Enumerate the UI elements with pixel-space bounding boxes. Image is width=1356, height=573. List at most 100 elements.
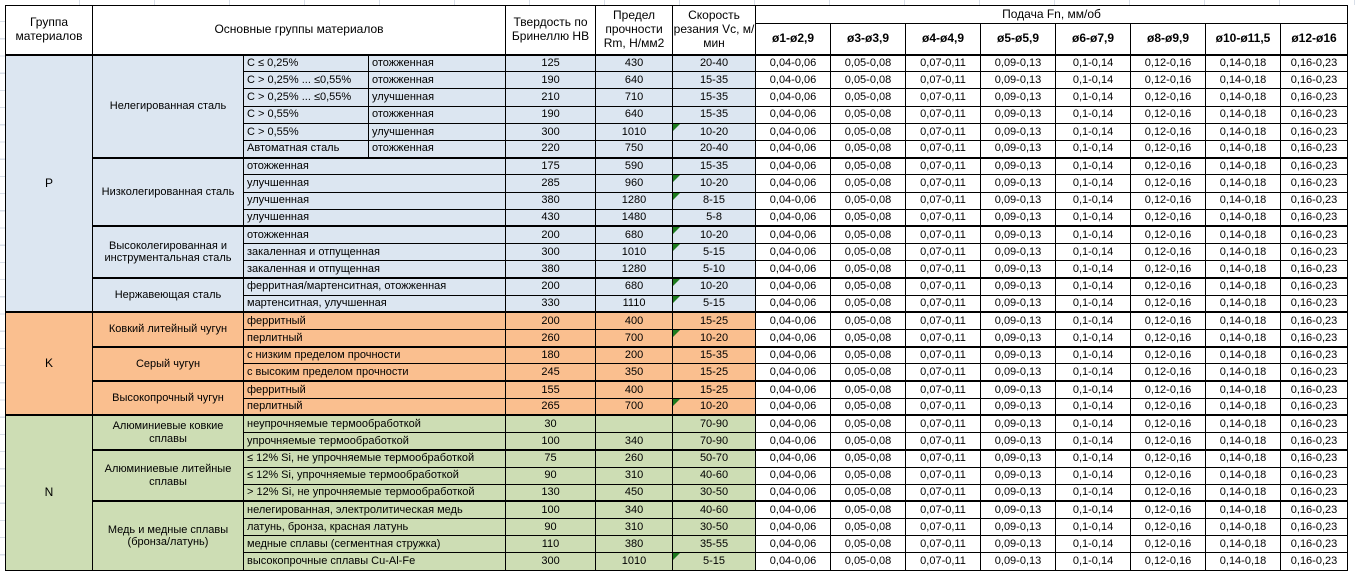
material-group-cell[interactable]: Нелегированная сталь bbox=[92, 53, 244, 159]
feed-cell[interactable]: 0,16-0,23 bbox=[1280, 243, 1348, 262]
feed-cell[interactable]: 0,09-0,13 bbox=[980, 380, 1057, 399]
feed-cell[interactable]: 0,1-0,14 bbox=[1055, 191, 1132, 210]
header-hardness-col[interactable]: Твердость по Бринеллю HB bbox=[505, 5, 597, 55]
feed-cell[interactable]: 0,09-0,13 bbox=[980, 432, 1057, 451]
speed-cell[interactable]: 10-20 bbox=[672, 122, 757, 141]
feed-cell[interactable]: 0,16-0,23 bbox=[1280, 500, 1348, 520]
feed-cell[interactable]: 0,16-0,23 bbox=[1280, 105, 1348, 124]
feed-cell[interactable]: 0,09-0,13 bbox=[980, 260, 1057, 279]
feed-cell[interactable]: 0,1-0,14 bbox=[1055, 380, 1132, 399]
feed-cell[interactable]: 0,09-0,13 bbox=[980, 397, 1057, 416]
feed-cell[interactable]: 0,04-0,06 bbox=[755, 139, 832, 159]
feed-cell[interactable]: 0,05-0,08 bbox=[830, 483, 907, 502]
material-detail-cell[interactable]: улучшенная bbox=[242, 208, 507, 227]
feed-cell[interactable]: 0,05-0,08 bbox=[830, 105, 907, 124]
strength-cell[interactable]: 200 bbox=[595, 345, 674, 365]
material-detail-cell[interactable]: улучшенная bbox=[242, 174, 507, 193]
material-group-cell[interactable]: Низколегированная сталь bbox=[92, 156, 244, 227]
feed-cell[interactable]: 0,05-0,08 bbox=[830, 294, 907, 313]
speed-cell[interactable]: 50-70 bbox=[672, 448, 757, 468]
strength-cell[interactable]: 1480 bbox=[595, 208, 674, 227]
feed-cell[interactable]: 0,12-0,16 bbox=[1130, 260, 1207, 279]
feed-cell[interactable]: 0,05-0,08 bbox=[830, 191, 907, 210]
material-detail-cell[interactable]: улучшенная bbox=[242, 191, 507, 210]
material-detail-cell[interactable]: отожженная bbox=[242, 156, 507, 176]
header-strength-col[interactable]: Предел прочности Rm, Н/мм2 bbox=[595, 5, 674, 55]
strength-cell[interactable]: 680 bbox=[595, 276, 674, 296]
speed-cell[interactable]: 70-90 bbox=[672, 414, 757, 434]
hardness-cell[interactable]: 265 bbox=[505, 397, 597, 416]
feed-cell[interactable]: 0,14-0,18 bbox=[1205, 71, 1282, 90]
speed-cell[interactable]: 15-35 bbox=[672, 345, 757, 365]
feed-cell[interactable]: 0,09-0,13 bbox=[980, 500, 1057, 520]
speed-cell[interactable]: 30-50 bbox=[672, 518, 757, 537]
feed-cell[interactable]: 0,16-0,23 bbox=[1280, 208, 1348, 227]
feed-cell[interactable]: 0,04-0,06 bbox=[755, 535, 832, 554]
feed-cell[interactable]: 0,16-0,23 bbox=[1280, 53, 1348, 73]
speed-cell[interactable]: 5-15 bbox=[672, 552, 757, 571]
feed-cell[interactable]: 0,16-0,23 bbox=[1280, 328, 1348, 348]
material-detail-cell[interactable]: ферритный bbox=[242, 311, 507, 331]
header-main-col[interactable]: Основные группы материалов bbox=[91, 5, 507, 55]
hardness-cell[interactable]: 190 bbox=[505, 105, 597, 124]
feed-cell[interactable]: 0,14-0,18 bbox=[1205, 500, 1282, 520]
feed-cell[interactable]: 0,07-0,11 bbox=[905, 311, 982, 331]
speed-cell[interactable]: 10-20 bbox=[672, 174, 757, 193]
feed-cell[interactable]: 0,09-0,13 bbox=[980, 243, 1057, 262]
feed-cell[interactable]: 0,1-0,14 bbox=[1055, 156, 1132, 176]
feed-cell[interactable]: 0,16-0,23 bbox=[1280, 345, 1348, 365]
feed-cell[interactable]: 0,16-0,23 bbox=[1280, 174, 1348, 193]
feed-cell[interactable]: 0,05-0,08 bbox=[830, 414, 907, 434]
feed-cell[interactable]: 0,09-0,13 bbox=[980, 448, 1057, 468]
material-detail-cell[interactable]: упрочняемые термообработкой bbox=[242, 432, 507, 451]
feed-cell[interactable]: 0,14-0,18 bbox=[1205, 53, 1282, 73]
hardness-cell[interactable]: 300 bbox=[505, 122, 597, 141]
feed-cell[interactable]: 0,04-0,06 bbox=[755, 122, 832, 141]
feed-cell[interactable]: 0,12-0,16 bbox=[1130, 174, 1207, 193]
material-group-cell[interactable]: Высокопрочный чугун bbox=[92, 380, 244, 416]
hardness-cell[interactable]: 210 bbox=[505, 88, 597, 107]
strength-cell[interactable]: 430 bbox=[595, 53, 674, 73]
feed-cell[interactable]: 0,07-0,11 bbox=[905, 243, 982, 262]
strength-cell[interactable]: 680 bbox=[595, 225, 674, 245]
header-speed-col[interactable]: Скорость резания Vc, м/мин bbox=[672, 5, 757, 55]
feed-cell[interactable]: 0,04-0,06 bbox=[755, 414, 832, 434]
feed-cell[interactable]: 0,12-0,16 bbox=[1130, 191, 1207, 210]
feed-cell[interactable]: 0,05-0,08 bbox=[830, 122, 907, 141]
hardness-cell[interactable]: 90 bbox=[505, 466, 597, 485]
hardness-cell[interactable]: 30 bbox=[505, 414, 597, 434]
strength-cell[interactable]: 640 bbox=[595, 105, 674, 124]
hardness-cell[interactable]: 300 bbox=[505, 552, 597, 571]
feed-cell[interactable]: 0,16-0,23 bbox=[1280, 225, 1348, 245]
material-detail-cell[interactable]: медные сплавы (сегментная стружка) bbox=[242, 535, 507, 554]
feed-cell[interactable]: 0,12-0,16 bbox=[1130, 397, 1207, 416]
feed-cell[interactable]: 0,09-0,13 bbox=[980, 174, 1057, 193]
hardness-cell[interactable]: 260 bbox=[505, 328, 597, 348]
feed-cell[interactable]: 0,09-0,13 bbox=[980, 225, 1057, 245]
material-state-cell[interactable]: отожженная bbox=[367, 53, 507, 73]
feed-cell[interactable]: 0,05-0,08 bbox=[830, 139, 907, 159]
feed-cell[interactable]: 0,09-0,13 bbox=[980, 363, 1057, 382]
feed-cell[interactable]: 0,12-0,16 bbox=[1130, 483, 1207, 502]
feed-cell[interactable]: 0,09-0,13 bbox=[980, 535, 1057, 554]
feed-cell[interactable]: 0,04-0,06 bbox=[755, 174, 832, 193]
speed-cell[interactable]: 15-35 bbox=[672, 88, 757, 107]
material-detail-cell[interactable]: с низким пределом прочности bbox=[242, 345, 507, 365]
feed-cell[interactable]: 0,1-0,14 bbox=[1055, 71, 1132, 90]
feed-cell[interactable]: 0,07-0,11 bbox=[905, 552, 982, 571]
material-detail-cell[interactable]: C > 0,25% ... ≤0,55% bbox=[243, 71, 369, 90]
feed-cell[interactable]: 0,14-0,18 bbox=[1205, 156, 1282, 176]
feed-cell[interactable]: 0,04-0,06 bbox=[755, 191, 832, 210]
feed-cell[interactable]: 0,1-0,14 bbox=[1055, 448, 1132, 468]
feed-cell[interactable]: 0,16-0,23 bbox=[1280, 156, 1348, 176]
feed-cell[interactable]: 0,1-0,14 bbox=[1055, 53, 1132, 73]
feed-cell[interactable]: 0,14-0,18 bbox=[1205, 535, 1282, 554]
feed-cell[interactable]: 0,16-0,23 bbox=[1280, 397, 1348, 416]
feed-cell[interactable]: 0,04-0,06 bbox=[755, 156, 832, 176]
feed-cell[interactable]: 0,14-0,18 bbox=[1205, 294, 1282, 313]
material-detail-cell[interactable]: с высоким пределом прочности bbox=[242, 363, 507, 382]
feed-cell[interactable]: 0,09-0,13 bbox=[980, 552, 1057, 571]
feed-cell[interactable]: 0,09-0,13 bbox=[980, 483, 1057, 502]
feed-cell[interactable]: 0,07-0,11 bbox=[905, 500, 982, 520]
speed-cell[interactable]: 15-25 bbox=[672, 380, 757, 399]
